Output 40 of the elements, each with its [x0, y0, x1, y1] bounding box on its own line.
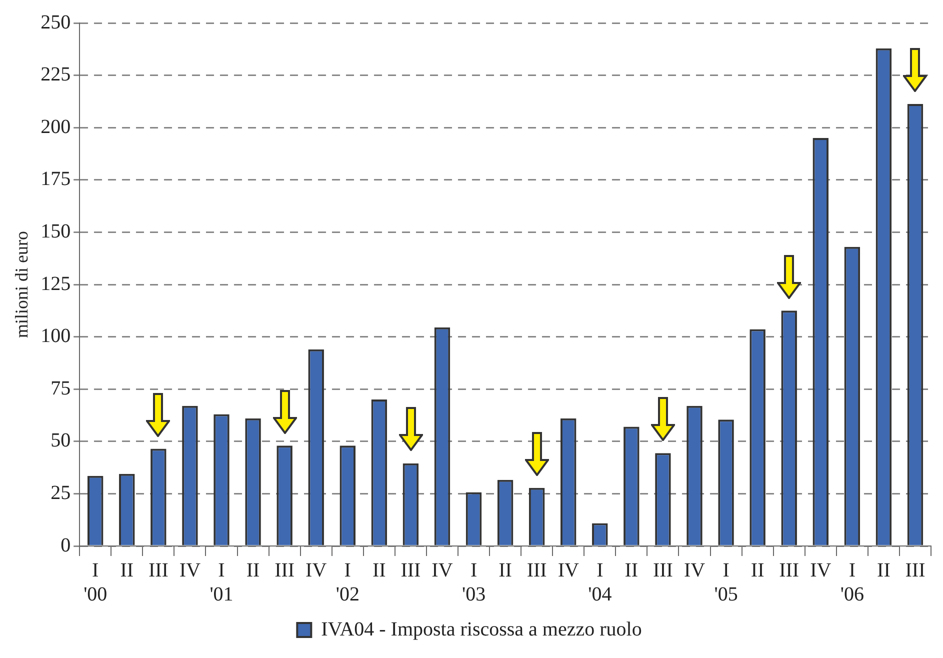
y-tick-label: 200	[40, 116, 71, 138]
x-tick-label: I '01	[210, 559, 234, 606]
x-tick-label: III	[779, 559, 800, 582]
x-tick-label: IV	[432, 559, 454, 582]
x-tick-label: III	[905, 559, 926, 582]
x-tick-label: I '03	[462, 559, 486, 606]
x-tick-label: II	[372, 559, 386, 582]
x-tick-label: II	[120, 559, 134, 582]
y-tick-label: 25	[50, 482, 71, 504]
x-tick-label: I '05	[714, 559, 738, 606]
y-tick-label: 75	[50, 377, 71, 400]
y-tick-label: 225	[40, 64, 71, 86]
x-tick-label: II	[877, 559, 890, 582]
x-tick-label: II	[750, 559, 764, 582]
y-tick-label: 150	[40, 220, 71, 242]
x-tick-label: II	[246, 559, 260, 582]
x-tick-label: IV	[684, 559, 706, 582]
x-tick-label: III	[148, 559, 168, 582]
x-tick-label: I '00	[84, 559, 108, 606]
legend-label: IVA04 - Imposta riscossa a mezzo ruolo	[321, 618, 642, 640]
x-tick-label: II	[498, 559, 512, 582]
x-tick-label: I '06	[840, 559, 864, 606]
y-tick-label: 50	[50, 430, 71, 452]
x-tick-label: III	[274, 559, 295, 582]
y-axis-title: milioni di euro	[12, 231, 32, 338]
y-tick-label: 250	[40, 11, 71, 34]
y-tick-label: 175	[40, 168, 71, 190]
y-tick-label: 125	[40, 272, 71, 295]
x-tick-label: II	[624, 559, 638, 582]
x-tick-label: I '02	[336, 559, 360, 606]
y-tick-label: 0	[60, 534, 71, 556]
x-tick-label: IV	[558, 559, 580, 582]
x-tick-label: IV	[179, 559, 202, 582]
x-tick-label: III	[400, 559, 421, 582]
x-tick-label: I '04	[588, 559, 612, 606]
x-tick-label: IV	[306, 559, 328, 582]
y-tick-label: 100	[40, 325, 71, 348]
x-tick-label: III	[652, 559, 673, 582]
x-tick-label: III	[526, 559, 547, 582]
x-tick-label: IV	[810, 559, 832, 582]
